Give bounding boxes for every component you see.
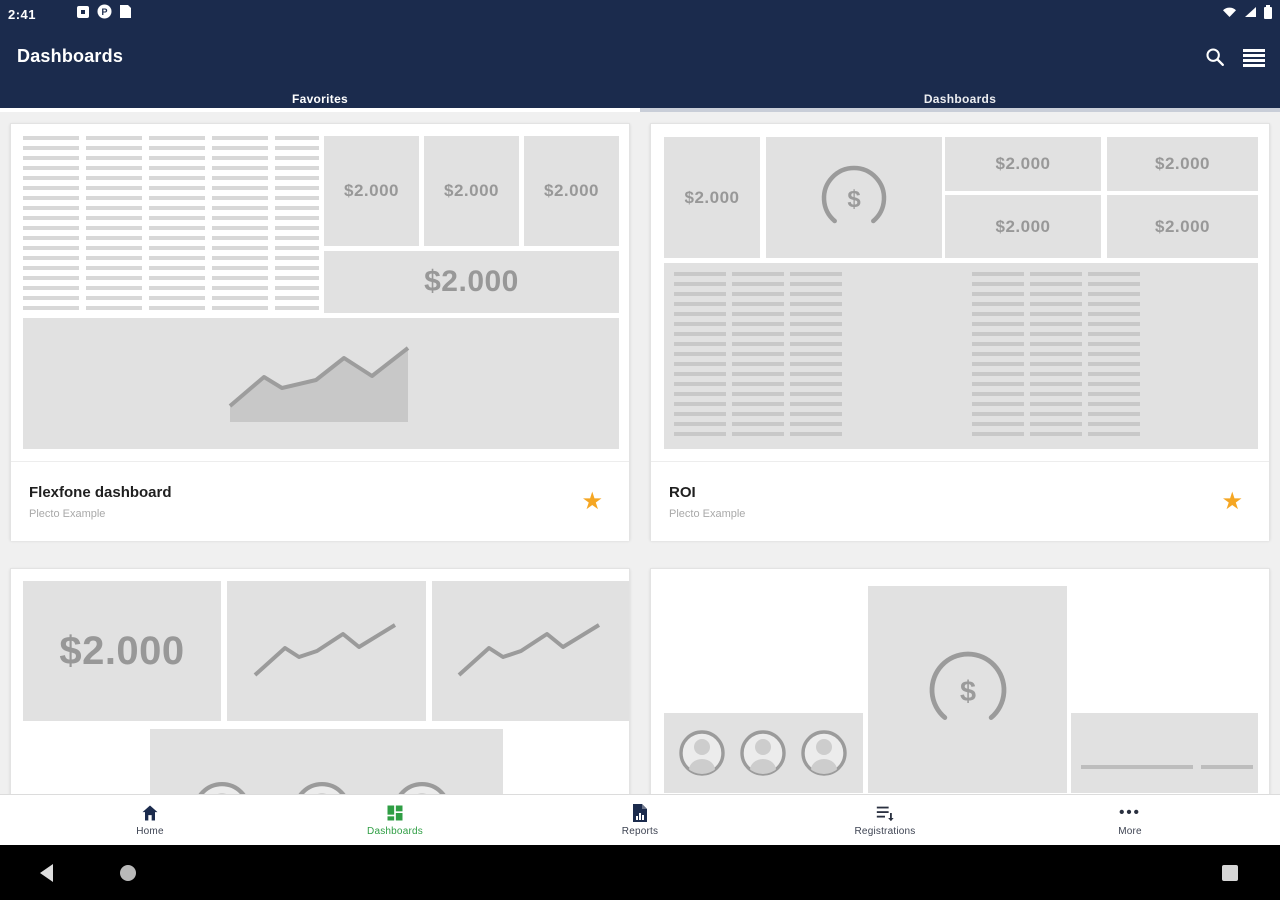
area-chart-placeholder xyxy=(23,318,619,449)
card-subtitle: Plecto Example xyxy=(669,507,746,520)
svg-text:$: $ xyxy=(847,186,861,213)
line-chart-placeholder xyxy=(432,581,629,721)
home-button[interactable] xyxy=(120,845,136,900)
avatar-icon xyxy=(740,730,786,776)
dashboard-preview: $2.000 xyxy=(11,569,629,795)
avatar-icon xyxy=(197,781,247,795)
metric-box: $2.000 xyxy=(1107,195,1258,258)
nav-item-dashboards[interactable]: Dashboards xyxy=(325,795,465,845)
tab-indicator xyxy=(0,108,640,112)
back-button[interactable] xyxy=(38,845,55,900)
metric-box: $2.000 xyxy=(324,136,419,246)
cell-signal-icon xyxy=(1244,5,1257,23)
metric-box: $2.000 xyxy=(664,137,760,258)
tab-indicator xyxy=(640,108,1280,112)
table-placeholder xyxy=(664,263,1258,449)
registrations-icon xyxy=(874,803,896,823)
nav-item-more[interactable]: ••• More xyxy=(1118,804,1142,837)
plecto-circle-icon: P xyxy=(97,4,112,24)
page-title: Dashboards xyxy=(17,46,124,66)
clock: 2:41 xyxy=(8,6,37,22)
metric-box: $2.000 xyxy=(1107,137,1258,191)
dashboards-icon xyxy=(385,803,405,823)
nav-item-reports[interactable]: Reports xyxy=(570,795,710,845)
metric-box: $2.000 xyxy=(424,136,519,246)
file-notification-icon xyxy=(119,4,132,24)
favorite-star-icon[interactable]: ★ xyxy=(1221,487,1243,515)
line-chart-placeholder xyxy=(227,581,426,721)
more-icon: ••• xyxy=(1119,804,1141,821)
avatars-placeholder xyxy=(664,713,863,793)
wifi-icon xyxy=(1222,5,1237,23)
card-footer: Flexfone dashboard Plecto Example ★ xyxy=(11,461,629,541)
metric-box: $2.000 xyxy=(524,136,619,246)
dashboard-preview: $2.000 $2.000 $2.000 $2.000 xyxy=(11,124,629,461)
app-square-icon xyxy=(76,5,90,24)
dashboard-card[interactable]: $ xyxy=(650,568,1270,795)
android-navigation-bar xyxy=(0,845,1280,900)
dashboard-card-roi[interactable]: $2.000 $ $2.000 $2.000 $2.000 xyxy=(650,123,1270,541)
battery-icon xyxy=(1264,4,1272,24)
text-lines-placeholder xyxy=(1071,713,1258,793)
dashboard-grid: $2.000 $2.000 $2.000 $2.000 Flexfone das… xyxy=(0,112,1280,795)
dashboard-preview: $ xyxy=(651,569,1269,795)
avatar-icon xyxy=(397,781,447,795)
gauge-placeholder: $ xyxy=(766,137,942,258)
search-icon[interactable] xyxy=(1204,46,1226,68)
table-placeholder xyxy=(23,136,319,313)
metric-box-wide: $2.000 xyxy=(324,251,619,313)
svg-text:$: $ xyxy=(959,675,975,707)
nav-item-registrations[interactable]: Registrations xyxy=(815,795,955,845)
svg-text:P: P xyxy=(102,7,108,17)
dashboard-card-flexfone[interactable]: $2.000 $2.000 $2.000 $2.000 Flexfone das… xyxy=(10,123,630,541)
tab-bar: Favorites Dashboards xyxy=(0,85,1280,112)
metric-box: $2.000 xyxy=(945,195,1101,258)
dashboard-card[interactable]: $2.000 xyxy=(10,568,630,795)
metric-box-large: $2.000 xyxy=(23,581,221,721)
favorite-star-icon[interactable]: ★ xyxy=(581,487,603,515)
home-icon xyxy=(140,803,160,823)
card-footer: ROI Plecto Example ★ xyxy=(651,461,1269,541)
nav-item-home[interactable]: Home xyxy=(80,795,220,845)
avatar-icon xyxy=(679,730,725,776)
menu-icon[interactable] xyxy=(1242,46,1266,68)
avatar-icon xyxy=(801,730,847,776)
avatar-icon xyxy=(297,781,347,795)
bar-placeholder xyxy=(815,794,1116,795)
card-title: ROI xyxy=(669,483,696,501)
avatars-placeholder xyxy=(150,729,503,795)
card-title: Flexfone dashboard xyxy=(29,483,172,501)
bottom-navigation: Home Dashboards Reports Registrations ••… xyxy=(0,795,1280,845)
dashboard-preview: $2.000 $ $2.000 $2.000 $2.000 xyxy=(651,124,1269,461)
gauge-placeholder: $ xyxy=(868,586,1067,793)
app-bar: Dashboards xyxy=(0,28,1280,85)
recents-button[interactable] xyxy=(1222,845,1238,900)
card-subtitle: Plecto Example xyxy=(29,507,106,520)
tab-favorites[interactable]: Favorites xyxy=(0,85,640,112)
tab-dashboards[interactable]: Dashboards xyxy=(640,85,1280,112)
status-bar: 2:41 P xyxy=(0,0,1280,28)
metric-box: $2.000 xyxy=(945,137,1101,191)
reports-icon xyxy=(631,803,649,823)
